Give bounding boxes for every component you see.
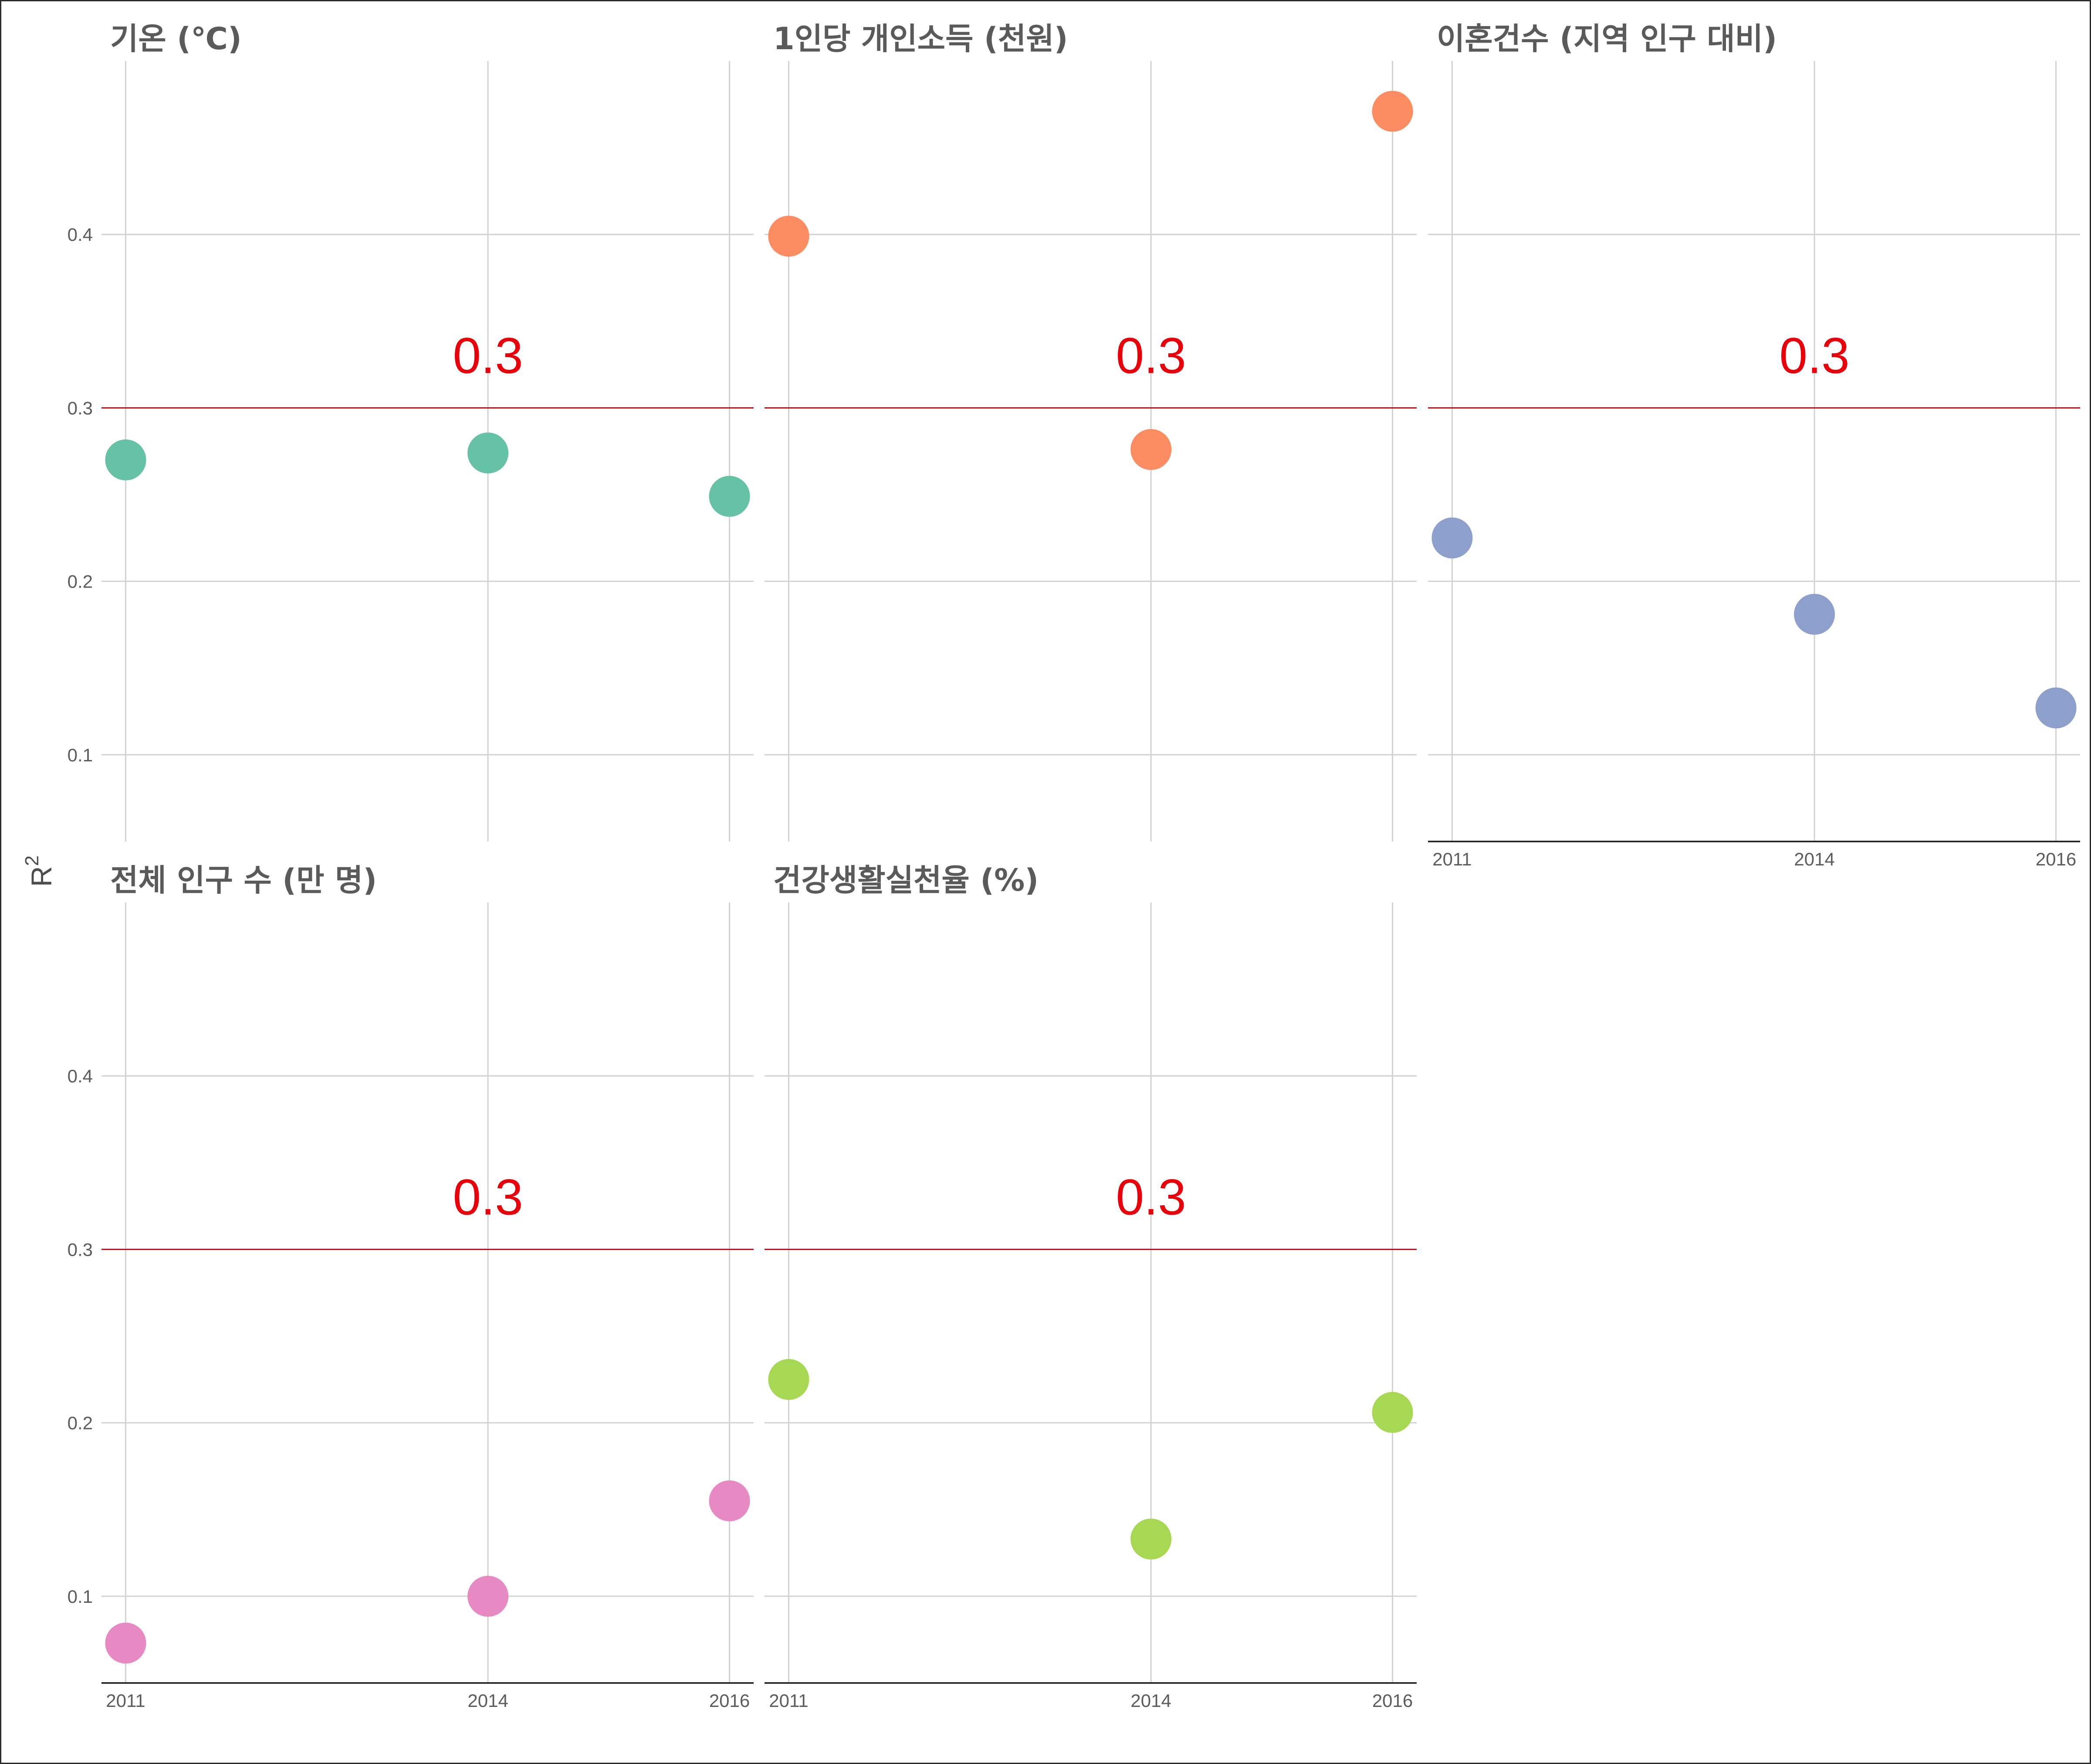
data-point	[1130, 1518, 1172, 1560]
data-point	[768, 216, 809, 257]
y-tick-label: 0.3	[68, 1239, 93, 1260]
reference-line-label: 0.3	[453, 327, 523, 384]
data-point	[467, 432, 509, 473]
x-tick-label: 2016	[2036, 849, 2076, 869]
data-point	[709, 476, 750, 517]
facet-panel: 1인당 개인소득 (천원) 0.3	[765, 21, 1417, 841]
facet-title: 전체 인구 수 (만 명)	[110, 862, 377, 898]
x-tick-label: 2016	[709, 1690, 750, 1711]
data-point	[1372, 91, 1413, 132]
facet-title: 건강생활실천율 (%)	[773, 862, 1039, 898]
reference-line-label: 0.3	[1116, 1169, 1186, 1225]
data-point	[768, 1359, 809, 1400]
x-tick-label: 2014	[1130, 1690, 1171, 1711]
y-tick-label: 0.2	[68, 1413, 93, 1433]
data-point	[105, 1622, 146, 1664]
facet-panel: 전체 인구 수 (만 명) 0.1 0.2 0.3 0.4 2011 2014 2016 0.3	[68, 862, 754, 1711]
y-tick-label: 0.2	[68, 571, 93, 592]
y-tick-label: 0.3	[68, 398, 93, 418]
data-point	[1130, 429, 1172, 470]
x-tick-label: 2011	[106, 1690, 145, 1711]
facet-title: 이혼건수 (지역 인구 대비)	[1437, 21, 1777, 57]
facet-panel: 기온 (℃) 0.1 0.2 0.3 0.4 0.3	[68, 21, 754, 841]
data-point	[105, 439, 146, 480]
y-tick-label: 0.1	[68, 1586, 93, 1607]
facet-panel: 이혼건수 (지역 인구 대비) 2011 2014 2016 0.3	[1428, 21, 2080, 869]
y-axis-label-base: R	[25, 866, 58, 887]
data-point	[1794, 594, 1835, 635]
x-tick-label: 2016	[1372, 1690, 1413, 1711]
x-tick-label: 2011	[769, 1690, 808, 1711]
x-tick-label: 2014	[1794, 849, 1834, 869]
data-point	[2035, 687, 2077, 729]
reference-line-label: 0.3	[453, 1169, 523, 1225]
facet-title: 1인당 개인소득 (천원)	[773, 21, 1068, 57]
y-axis-label: R2	[21, 855, 58, 887]
reference-line-label: 0.3	[1779, 327, 1849, 384]
facet-panel: 건강생활실천율 (%) 2011 2014 2016 0.3	[765, 862, 1417, 1711]
data-point	[1372, 1392, 1413, 1433]
y-tick-label: 0.1	[68, 745, 93, 765]
x-tick-label: 2011	[1432, 849, 1472, 869]
y-tick-label: 0.4	[68, 1066, 93, 1086]
data-point	[709, 1480, 750, 1521]
y-tick-label: 0.4	[68, 224, 93, 245]
y-axis-label-superscript: 2	[21, 855, 43, 866]
data-point	[467, 1575, 509, 1617]
reference-line-label: 0.3	[1116, 327, 1186, 384]
facet-title: 기온 (℃)	[110, 21, 242, 57]
x-tick-label: 2014	[467, 1690, 508, 1711]
data-point	[1431, 517, 1473, 559]
